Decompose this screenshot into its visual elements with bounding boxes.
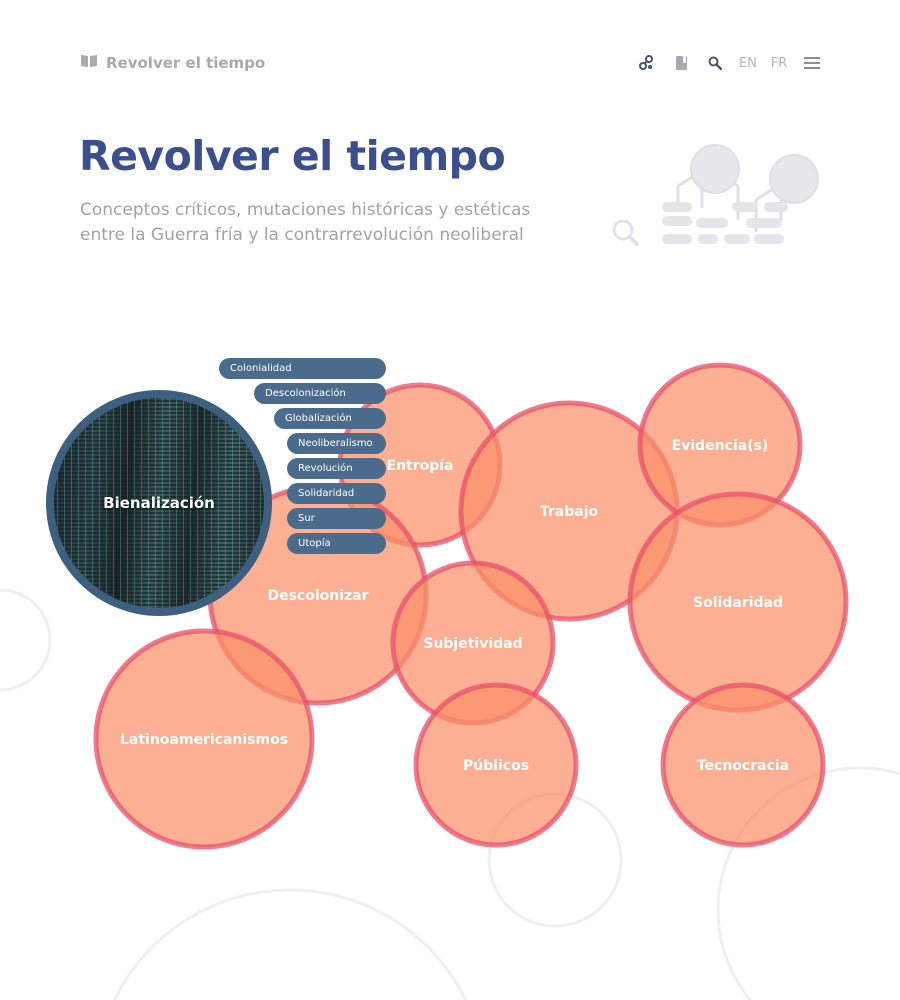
- concept-bubble-tecnocracia[interactable]: Tecnocracia: [660, 682, 826, 848]
- tag-solidaridad[interactable]: Solidaridad: [287, 483, 386, 504]
- tag-globalizacion[interactable]: Globalización: [274, 408, 386, 429]
- brand-title: Revolver el tiempo: [106, 53, 266, 72]
- open-book-icon: [80, 53, 98, 72]
- concept-label: Trabajo: [540, 504, 599, 520]
- brand[interactable]: Revolver el tiempo: [80, 53, 265, 72]
- featured-concept-bienalizacion[interactable]: Bienalización: [46, 390, 272, 616]
- concept-bubble-publicos[interactable]: Públicos: [413, 682, 579, 848]
- subtitle-line-2: entre la Guerra fría y la contrarrevoluc…: [80, 225, 524, 245]
- concept-bubble-subjetividad[interactable]: Subjetividad: [390, 560, 556, 726]
- tag-sur[interactable]: Sur: [287, 508, 386, 529]
- concept-bubble-solidaridad[interactable]: Solidaridad: [627, 491, 849, 713]
- concept-circle: [93, 628, 315, 850]
- concept-label: Tecnocracia: [697, 758, 789, 774]
- concept-label: Subjetividad: [423, 636, 522, 652]
- concept-label: Descolonizar: [267, 588, 368, 604]
- concept-bubble-latinoamericanismos[interactable]: Latinoamericanismos: [93, 628, 315, 850]
- search-icon[interactable]: [706, 52, 724, 74]
- graph-icon[interactable]: [636, 52, 656, 74]
- tag-neoliberalismo[interactable]: Neoliberalismo: [287, 433, 386, 454]
- hamburger-menu-icon[interactable]: [802, 52, 822, 74]
- concept-label: Evidencia(s): [672, 438, 769, 454]
- book-icon[interactable]: [672, 52, 690, 74]
- concept-circle: [660, 682, 826, 848]
- language-fr-link[interactable]: FR: [770, 55, 788, 71]
- tag-colonialidad[interactable]: Colonialidad: [219, 358, 386, 379]
- language-en-link[interactable]: EN: [739, 55, 757, 71]
- network-illustration-icon: [612, 144, 819, 246]
- top-nav: EN FR: [636, 52, 824, 74]
- concept-circle: [413, 682, 579, 848]
- tag-descolonizacion[interactable]: Descolonización: [254, 383, 386, 404]
- page-subtitle: Conceptos críticos, mutaciones histórica…: [80, 198, 580, 248]
- subtitle-line-1: Conceptos críticos, mutaciones histórica…: [80, 200, 531, 220]
- concept-label: Entropía: [386, 458, 453, 474]
- concept-label: Latinoamericanismos: [120, 732, 288, 748]
- featured-concept-label: Bienalización: [103, 494, 215, 512]
- concept-label: Solidaridad: [693, 595, 783, 611]
- concept-label: Públicos: [463, 758, 529, 774]
- tag-utopia[interactable]: Utopía: [287, 533, 386, 554]
- featured-concept-image: Bienalización: [54, 398, 264, 608]
- tag-revolucion[interactable]: Revolución: [287, 458, 386, 479]
- page-title: Revolver el tiempo: [79, 132, 506, 180]
